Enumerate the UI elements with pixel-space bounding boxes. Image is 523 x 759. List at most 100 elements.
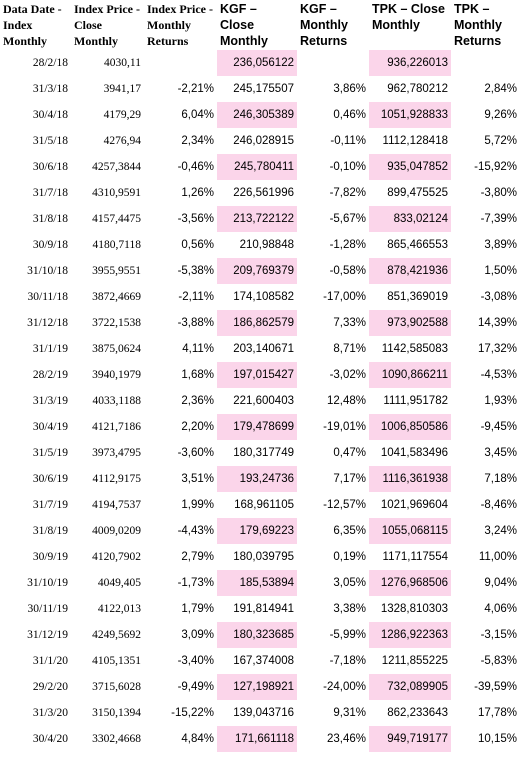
cell-index-close: 4112,9175 — [92, 473, 141, 485]
cell-index-returns: 2,20% — [181, 421, 214, 433]
cell-tpk-close: 865,466553 — [387, 239, 448, 251]
cell-kgf-returns: -0,11% — [330, 135, 366, 147]
cell-tpk-close: 862,233643 — [387, 707, 448, 719]
cell-date: 31/8/18 — [32, 213, 68, 225]
header-kgf-close: KGF – Close Monthly — [220, 2, 268, 48]
cell-index-close: 4009,0209 — [92, 525, 141, 537]
cell-tpk-close: 1142,585083 — [381, 343, 448, 355]
table-row: 31/8/19 4009,0209 -4,43% 179,69223 6,35% 1055… — [0, 518, 520, 544]
cell-kgf-close: 246,028915 — [233, 135, 294, 147]
table-row: 30/4/19 4121,7186 2,20% 179,478699 -19,01% 10… — [0, 414, 520, 440]
cell-date: 31/5/18 — [32, 135, 68, 147]
cell-index-returns: -2,11% — [178, 291, 214, 303]
cell-kgf-close: 203,140671 — [233, 343, 294, 355]
cell-tpk-close: 973,902588 — [369, 310, 451, 336]
cell-tpk-close: 1006,850586 — [369, 414, 451, 440]
cell-tpk-close: 1116,361938 — [369, 466, 451, 492]
cell-kgf-returns: 6,35% — [333, 525, 366, 537]
cell-date: 31/3/18 — [32, 83, 68, 95]
table-row: 30/9/18 4180,7118 0,56% 210,98848 -1,28% 865,… — [0, 232, 520, 258]
cell-index-returns: 3,51% — [181, 473, 214, 485]
cell-kgf-returns: 12,48% — [326, 395, 366, 407]
cell-tpk-returns: -8,46% — [480, 499, 517, 511]
cell-kgf-returns: 0,46% — [333, 109, 366, 121]
cell-kgf-close: 139,043716 — [233, 707, 294, 719]
cell-index-close: 4180,7118 — [92, 239, 141, 251]
cell-tpk-close: 935,047852 — [369, 154, 451, 180]
cell-index-returns: 1,68% — [181, 369, 214, 381]
table-row: 30/6/18 4257,3844 -0,46% 245,780411 -0,10% 93… — [0, 154, 520, 180]
cell-tpk-returns: 17,32% — [477, 343, 517, 355]
cell-tpk-returns: -9,45% — [480, 421, 517, 433]
cell-date: 30/9/18 — [32, 239, 68, 251]
cell-tpk-returns: -39,59% — [474, 681, 517, 693]
cell-tpk-close: 962,780212 — [387, 83, 448, 95]
cell-date: 30/11/18 — [27, 291, 68, 303]
cell-index-returns: 6,04% — [181, 109, 214, 121]
table-row: 31/12/19 4249,5692 3,09% 180,323685 -5,99% 12… — [0, 622, 520, 648]
cell-index-close: 3302,4668 — [92, 733, 141, 745]
cell-kgf-returns: -0,58% — [329, 265, 366, 277]
cell-tpk-close: 851,369019 — [387, 291, 448, 303]
table-row: 30/11/18 3872,4669 -2,11% 174,108582 -17,00%… — [0, 284, 520, 310]
cell-index-returns: 2,36% — [181, 395, 214, 407]
cell-tpk-close: 1021,969604 — [380, 499, 448, 511]
cell-kgf-close: 209,769379 — [217, 258, 297, 284]
table-row: 31/12/18 3722,1538 -3,88% 186,862579 7,33% 97… — [0, 310, 520, 336]
cell-index-close: 4049,405 — [97, 577, 141, 589]
table-row: 28/2/19 3940,1979 1,68% 197,015427 -3,02% 109… — [0, 362, 520, 388]
cell-kgf-close: 210,98848 — [239, 239, 294, 251]
table-row: 31/8/18 4157,4475 -3,56% 213,722122 -5,67% 83… — [0, 206, 520, 232]
cell-tpk-close: 1276,968506 — [369, 570, 451, 596]
cell-index-close: 4033,1188 — [92, 395, 141, 407]
cell-tpk-close: 833,02124 — [369, 206, 451, 232]
cell-kgf-returns: 0,47% — [333, 447, 366, 459]
cell-kgf-close: 245,780411 — [217, 154, 297, 180]
cell-index-returns: -3,40% — [177, 655, 214, 667]
cell-index-returns: -4,43% — [177, 525, 214, 537]
cell-kgf-returns: 7,17% — [333, 473, 366, 485]
cell-tpk-returns — [451, 50, 520, 76]
cell-index-close: 4194,7537 — [92, 499, 141, 511]
cell-tpk-returns: -3,15% — [480, 629, 517, 641]
cell-kgf-close: 180,317749 — [233, 447, 294, 459]
cell-tpk-returns: 3,24% — [484, 525, 517, 537]
cell-kgf-close: 197,015427 — [217, 362, 297, 388]
cell-kgf-returns: -24,00% — [323, 681, 366, 693]
cell-index-close: 4310,9591 — [92, 187, 141, 199]
cell-tpk-returns: 11,00% — [478, 551, 517, 563]
table-row: 30/4/18 4179,29 6,04% 246,305389 0,46% 1051,9… — [0, 102, 520, 128]
cell-kgf-returns: 23,46% — [326, 733, 366, 745]
cell-date: 30/6/18 — [32, 161, 68, 173]
cell-kgf-close: 168,961105 — [234, 499, 294, 511]
cell-tpk-returns: 2,84% — [484, 83, 517, 95]
table-row: 31/3/19 4033,1188 2,36% 221,600403 12,48% 111… — [0, 388, 520, 414]
cell-tpk-close: 899,475525 — [387, 187, 448, 199]
cell-kgf-close: 193,24736 — [217, 466, 297, 492]
cell-tpk-returns: 14,39% — [477, 317, 517, 329]
cell-tpk-returns: 4,06% — [484, 603, 517, 615]
cell-index-returns: 0,56% — [181, 239, 214, 251]
cell-tpk-close: 1041,583496 — [380, 447, 448, 459]
cell-index-close: 3955,9551 — [92, 265, 141, 277]
cell-kgf-close: 236,056122 — [217, 50, 297, 76]
table-row: 31/3/20 3150,1394 -15,22% 139,043716 9,31% 86… — [0, 700, 520, 726]
cell-tpk-returns: -5,83% — [480, 655, 517, 667]
table-row: 31/10/19 4049,405 -1,73% 185,53894 3,05% 1276… — [0, 570, 520, 596]
cell-kgf-returns: 8,71% — [333, 343, 366, 355]
cell-index-close: 4157,4475 — [92, 213, 141, 225]
cell-index-returns: -15,22% — [171, 707, 214, 719]
cell-kgf-returns: 3,05% — [333, 577, 366, 589]
cell-kgf-close: 221,600403 — [233, 395, 294, 407]
cell-tpk-close: 949,719177 — [369, 726, 451, 752]
cell-tpk-returns: -15,92% — [474, 161, 517, 173]
header-index-returns: Index Price - Monthly Returns — [147, 2, 213, 48]
cell-kgf-close: 179,478699 — [217, 414, 297, 440]
table-row: 29/2/20 3715,6028 -9,49% 127,198921 -24,00% 7… — [0, 674, 520, 700]
cell-kgf-returns: 7,33% — [333, 317, 366, 329]
cell-kgf-close: 226,561996 — [233, 187, 294, 199]
cell-tpk-close: 1090,866211 — [369, 362, 451, 388]
cell-kgf-close: 213,722122 — [217, 206, 297, 232]
cell-tpk-close: 1211,855225 — [381, 655, 448, 667]
table-row: 31/1/19 3875,0624 4,11% 203,140671 8,71% 1142… — [0, 336, 520, 362]
